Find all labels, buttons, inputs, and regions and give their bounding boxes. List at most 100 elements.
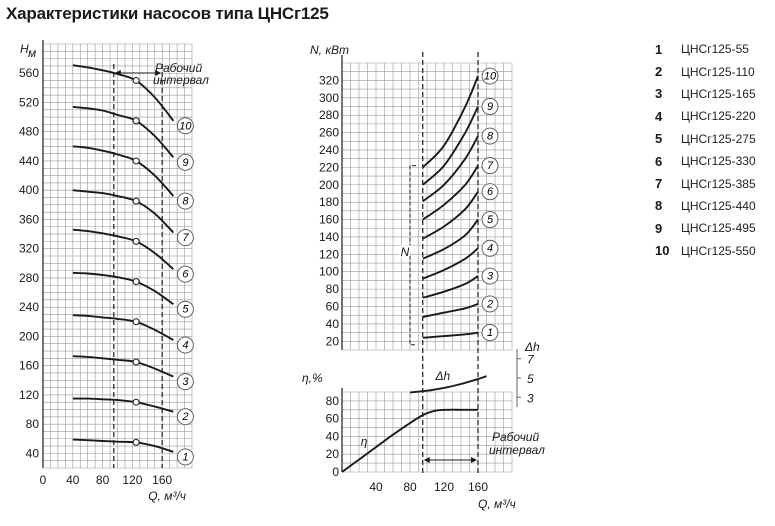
e-x-tick: 80 (403, 480, 417, 494)
h-curve-label-10-ring (176, 117, 194, 135)
h-y-tick: 240 (19, 300, 39, 314)
h-curve-label-1: 1 (176, 448, 194, 466)
legend-item: 3 ЦНСг125-165 (655, 83, 756, 105)
n-curve-label-3-ring (481, 267, 499, 285)
n-y-tick: 140 (319, 230, 339, 244)
n-curve-label-10-ring (481, 67, 499, 85)
n-curve-label-1-text: 1 (487, 327, 493, 339)
n-y-tick: 160 (319, 213, 339, 227)
legend-item: 2 ЦНСг125-110 (655, 60, 756, 82)
h-y-tick: 40 (26, 446, 40, 460)
h-rated-point-1 (132, 438, 140, 446)
legend-item-name: ЦНСг125-550 (681, 243, 756, 258)
e-curve-eta (341, 408, 478, 473)
legend-item: 5 ЦНСг125-275 (655, 128, 756, 150)
h-rated-point-5 (132, 278, 140, 286)
n-bracket (409, 165, 416, 346)
h-curve-label-9-text: 9 (182, 157, 188, 169)
legend-item-name: ЦНСг125-330 (681, 154, 756, 169)
legend-item-number: 4 (655, 108, 663, 124)
h-rated-point-2 (132, 398, 140, 406)
h-rated-point-7 (132, 197, 140, 205)
h-x-tick: 160 (152, 473, 172, 487)
h-y-tick: 120 (19, 388, 39, 402)
h-curve-label-6-ring (176, 265, 194, 283)
n-y-tick: 100 (319, 265, 339, 279)
h-curve-label-4: 4 (176, 336, 194, 354)
n-curve-5 (422, 218, 479, 260)
h-curve-1 (72, 438, 174, 453)
e-y-tick: 60 (326, 412, 340, 426)
h-curve-label-1-text: 1 (182, 451, 188, 463)
h-curve-8 (72, 145, 175, 197)
h-rated-point-8 (132, 157, 140, 165)
legend-item: 1 ЦНСг125-55 (655, 38, 756, 60)
legend-item: 6 ЦНСг125-330 (655, 150, 756, 172)
dh-y-tick: 7 (527, 353, 535, 367)
chart-title: Характеристики насосов типа ЦНСг125 (6, 4, 329, 23)
n-y-label: N, кВт (310, 43, 349, 57)
n-curve-label-6-ring (481, 183, 499, 201)
h-curve-6 (72, 228, 175, 270)
n-curve-7 (422, 165, 479, 221)
h-x-tick: 80 (96, 473, 110, 487)
h-curve-5 (72, 271, 174, 305)
legend-item: 8 ЦНСг125-440 (655, 195, 756, 217)
h-x-tick: 120 (122, 473, 142, 487)
pump-legend: 1 ЦНСг125-55 2 ЦНСг125-110 3 ЦНСг125-165 4 ЦНСг… (655, 38, 756, 262)
n-curve-label-7-text: 7 (487, 160, 494, 172)
h-y-tick: 280 (19, 271, 39, 285)
n-curve-label-9: 9 (481, 98, 499, 115)
h-curve-label-10: 10 (176, 117, 194, 135)
n-curve-label-9-ring (481, 98, 499, 115)
legend-item-name: ЦНСг125-220 (681, 109, 756, 124)
e-work-label-2: интервал (489, 443, 545, 457)
legend-item: 9 ЦНСг125-495 (655, 217, 756, 239)
h-y-label-sub: м (28, 46, 36, 60)
n-curve-label-7: 7 (481, 157, 499, 175)
legend-item-number: 2 (655, 64, 663, 80)
legend-item-name: ЦНСг125-385 (681, 176, 756, 191)
legend-item-name: ЦНСг125-495 (681, 221, 756, 236)
n-y-tick: 40 (326, 317, 340, 331)
h-curve-label-7: 7 (176, 229, 194, 247)
n-y-tick: 200 (319, 178, 339, 192)
h-curve-label-2: 2 (176, 408, 194, 426)
e-y-tick: 40 (326, 429, 340, 443)
dh-curve-label: Δh (435, 369, 451, 383)
n-curve-4 (422, 247, 479, 280)
n-curve-label-5: 5 (481, 211, 499, 228)
legend-item-number: 8 (655, 198, 663, 214)
n-curve-label-8-text: 8 (487, 131, 494, 143)
h-curve-label-5-ring (176, 300, 194, 318)
n-y-tick: 120 (319, 247, 339, 261)
n-bracket-label: N (401, 245, 410, 259)
n-curve-1 (422, 331, 479, 339)
h-curve-label-9: 9 (176, 153, 194, 171)
n-curve-label-5-text: 5 (487, 214, 494, 226)
h-curve-label-3-text: 3 (182, 376, 189, 388)
e-y-tick: 0 (332, 465, 339, 479)
h-curve-label-5-text: 5 (182, 304, 189, 316)
n-curve-9 (422, 106, 479, 186)
h-curve-label-6: 6 (176, 265, 194, 283)
dh-curve (409, 375, 487, 394)
n-y-tick: 260 (319, 126, 339, 140)
n-curve-2 (422, 302, 479, 318)
n-curve-label-3: 3 (481, 267, 499, 285)
legend-item-name: ЦНСг125-55 (681, 42, 749, 57)
h-curve-9 (72, 105, 175, 158)
h-curve-label-4-text: 4 (182, 340, 188, 352)
h-curve-label-4-ring (176, 336, 194, 354)
n-curve-label-8-ring (481, 127, 499, 145)
n-curve-label-7-ring (481, 157, 499, 175)
e-work-arrowheads (423, 457, 477, 463)
h-rated-point-4 (132, 318, 140, 326)
n-curve-label-1: 1 (481, 324, 499, 342)
n-y-tick: 220 (319, 160, 339, 174)
legend-item: 7 ЦНСг125-385 (655, 172, 756, 194)
n-curve-label-6: 6 (481, 183, 499, 201)
n-curve-label-1-ring (481, 324, 499, 342)
n-curve-label-4-text: 4 (487, 243, 493, 255)
